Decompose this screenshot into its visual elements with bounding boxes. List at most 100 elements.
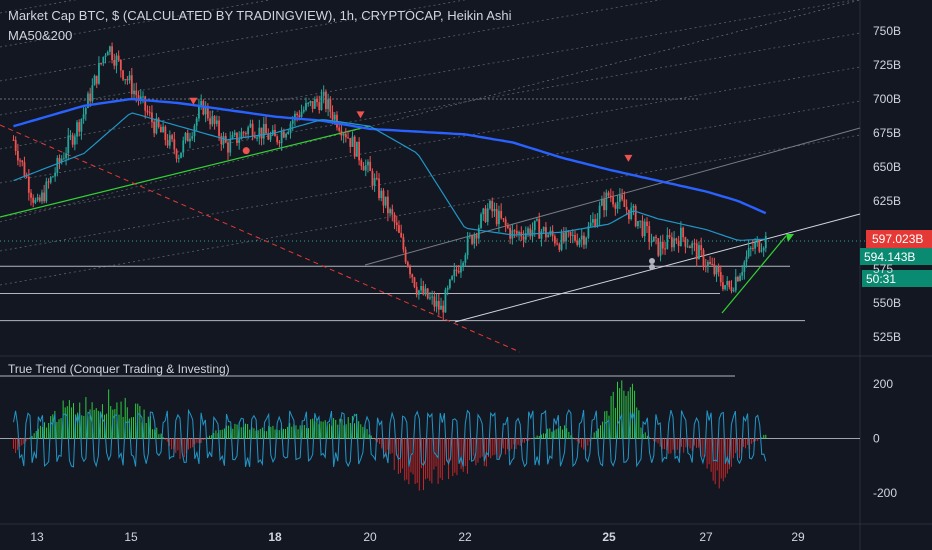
candle-body bbox=[153, 122, 156, 134]
trendlines[interactable] bbox=[0, 124, 861, 353]
candle-body bbox=[592, 219, 594, 223]
candle-body bbox=[256, 137, 258, 139]
candle-body bbox=[195, 118, 198, 126]
candle-body bbox=[709, 261, 711, 264]
candle-body bbox=[151, 112, 153, 123]
candle-body bbox=[106, 51, 109, 56]
candle-body bbox=[551, 230, 554, 237]
candle-body bbox=[182, 140, 185, 153]
candle-body bbox=[369, 161, 372, 172]
candle-body bbox=[180, 152, 182, 158]
indicator-tick-label: 0 bbox=[873, 432, 880, 446]
chart-title: Market Cap BTC, $ (CALCULATED BY TRADING… bbox=[8, 8, 512, 23]
regression-channel bbox=[0, 0, 861, 286]
candle-body bbox=[30, 192, 32, 198]
candle-body bbox=[213, 116, 216, 124]
candle-body bbox=[139, 96, 142, 100]
candle-body bbox=[229, 139, 232, 153]
candle-body bbox=[468, 235, 471, 237]
candle-body bbox=[498, 210, 500, 225]
candle-body bbox=[162, 126, 165, 133]
ma200-line bbox=[13, 97, 767, 215]
candle-body bbox=[545, 227, 547, 238]
price-tick-label: 625B bbox=[873, 194, 901, 208]
candle-body bbox=[655, 236, 657, 239]
candle-body bbox=[69, 135, 72, 137]
candle-body bbox=[157, 118, 160, 127]
candle-body bbox=[569, 231, 572, 236]
price-tick-label: 750B bbox=[873, 24, 901, 38]
candle-body bbox=[25, 176, 28, 178]
candle-body bbox=[493, 208, 496, 212]
candle-body bbox=[728, 281, 731, 288]
candle-body bbox=[227, 142, 229, 153]
candle-body bbox=[171, 135, 173, 140]
price-tick-label: 675B bbox=[873, 126, 901, 140]
time-tick-label: 18 bbox=[268, 530, 282, 544]
candle-body bbox=[294, 113, 296, 121]
candle-body bbox=[100, 63, 103, 65]
candle-body bbox=[258, 127, 261, 138]
candle-body bbox=[578, 239, 581, 245]
candle-body bbox=[695, 243, 698, 260]
candle-body bbox=[159, 126, 162, 133]
ma-price-label: 594.143B bbox=[864, 250, 915, 264]
candle-body bbox=[200, 100, 203, 107]
candle-body bbox=[371, 171, 374, 186]
trend-arrow-head bbox=[786, 234, 794, 242]
candle-body bbox=[734, 276, 737, 291]
candle-body bbox=[455, 269, 458, 271]
candle-body bbox=[300, 111, 303, 117]
candle-body bbox=[89, 93, 92, 102]
candle-body bbox=[409, 266, 411, 275]
candle-body bbox=[737, 276, 739, 282]
candle-body bbox=[311, 101, 314, 109]
moving-averages bbox=[13, 97, 767, 241]
candle-body bbox=[41, 192, 43, 202]
candle-body bbox=[693, 243, 696, 245]
time-tick-label: 20 bbox=[363, 530, 377, 544]
indicator-title: True Trend (Conquer Trading & Investing) bbox=[8, 362, 230, 376]
candle-body bbox=[618, 195, 621, 202]
candle-body bbox=[426, 288, 429, 299]
candle-body bbox=[648, 226, 651, 242]
candle-body bbox=[287, 131, 290, 134]
candle-body bbox=[506, 225, 509, 228]
candle-body bbox=[764, 235, 767, 249]
candle-body bbox=[500, 210, 503, 219]
candle-body bbox=[643, 221, 646, 237]
candle-body bbox=[641, 220, 644, 237]
candle-body bbox=[630, 207, 633, 220]
candle-body bbox=[296, 113, 299, 116]
candle-body bbox=[457, 270, 460, 273]
time-tick-label: 29 bbox=[791, 530, 805, 544]
candle-body bbox=[222, 136, 225, 145]
candle-body bbox=[621, 195, 624, 200]
green-trendline bbox=[0, 125, 371, 218]
candle-body bbox=[565, 231, 567, 242]
candle-body bbox=[715, 266, 718, 275]
candle-body bbox=[142, 96, 144, 98]
candle-body bbox=[21, 160, 24, 163]
candle-body bbox=[673, 238, 676, 248]
candle-body bbox=[607, 192, 610, 196]
candle-body bbox=[562, 232, 565, 242]
candle-body bbox=[135, 90, 138, 96]
candle-body bbox=[415, 286, 418, 295]
candle-body bbox=[502, 218, 505, 220]
channel-line bbox=[0, 0, 857, 150]
candle-body bbox=[404, 249, 407, 263]
candle-body bbox=[342, 134, 345, 136]
candle-body bbox=[675, 238, 678, 241]
candle-body bbox=[267, 133, 270, 140]
candle-body bbox=[553, 236, 556, 244]
candle-body bbox=[417, 290, 420, 295]
candle-body bbox=[355, 141, 358, 157]
candle-body bbox=[424, 288, 427, 295]
study-label[interactable]: MA50&200 bbox=[8, 28, 73, 43]
candle-body bbox=[260, 127, 263, 139]
candle-body bbox=[327, 99, 330, 110]
candle-body bbox=[389, 209, 392, 214]
candle-body bbox=[605, 192, 608, 211]
